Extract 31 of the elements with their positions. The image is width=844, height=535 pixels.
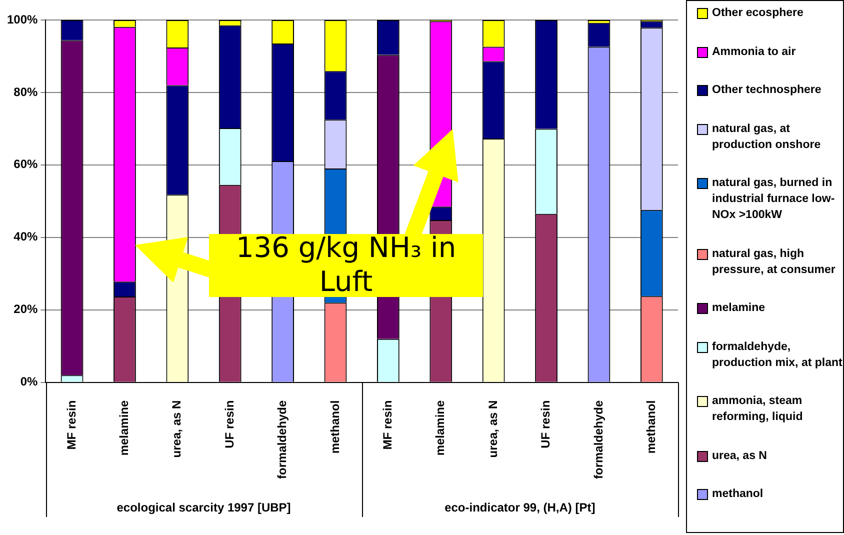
x-tick-label: MF resin — [380, 400, 395, 450]
x-tick-label: methanol — [328, 400, 342, 454]
x-tick-label: UF resin — [222, 400, 236, 448]
legend-label: Other technosphere — [712, 83, 822, 98]
legend-label: natural gas, burned in industrial furnace low-NOx >100kW — [712, 176, 836, 223]
legend-label: natural gas, at production onshore — [712, 122, 822, 152]
y-tick-label: 80% — [14, 84, 38, 99]
text: ecological scarcity 1997 [UBP] — [116, 500, 291, 514]
x-tick-label: urea, as N — [486, 400, 500, 458]
legend-label: ammonia, steam reforming, liquid — [712, 394, 804, 425]
x-tick-label: urea, as N — [170, 400, 184, 458]
y-tick-label: 60% — [14, 157, 38, 172]
legend-label: natural gas, high pressure, at consumer — [712, 246, 836, 278]
x-tick-label: melamine — [433, 400, 448, 456]
y-tick-label: 0% — [20, 374, 38, 389]
y-tick-label: 40% — [14, 230, 38, 244]
x-tick-label: UF resin — [538, 400, 553, 448]
x-tick-label: methanol — [644, 400, 658, 454]
x-tick-label: formaldehyde — [275, 400, 290, 479]
legend-label: methanol — [712, 487, 764, 502]
y-tick-label: 20% — [14, 302, 38, 316]
text: eco-indicator 99, (H,A) [Pt] — [444, 500, 596, 514]
x-tick-label: MF resin — [64, 400, 78, 450]
legend-label: Ammonia to air — [712, 44, 796, 60]
annotation: 136 g/kg NH₃ in Luft — [209, 231, 484, 298]
legend-label: formaldehyde, production mix, at plant — [712, 340, 843, 370]
x-tick-label: melamine — [117, 400, 132, 456]
y-tick-label: 100% — [6, 12, 38, 26]
legend-label: Other ecosphere — [712, 6, 804, 21]
legend-label: melamine — [712, 301, 766, 316]
x-tick-label: formaldehyde — [591, 400, 606, 479]
